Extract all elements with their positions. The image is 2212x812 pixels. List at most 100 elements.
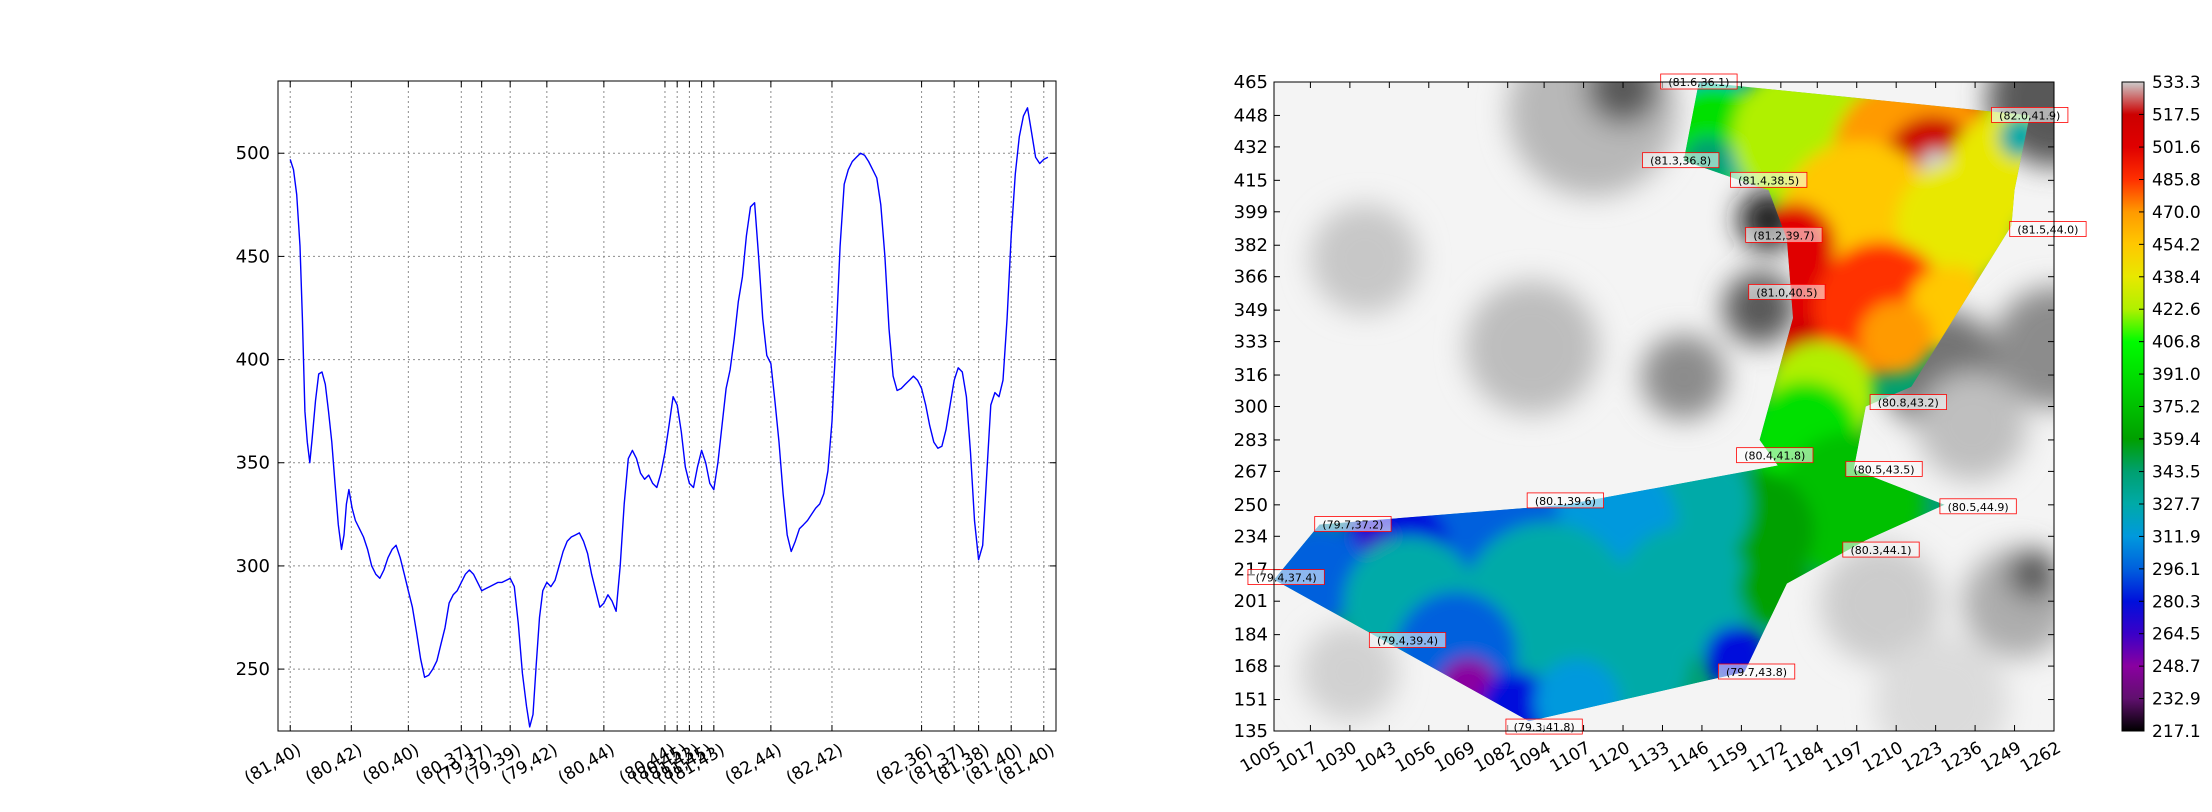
x-tick-label: 1223 [1899,738,1946,777]
point-label-text: (79.7,37.2) [1322,519,1383,532]
point-label-text: (81.5,44.0) [2017,224,2078,237]
color-blob [1859,301,1933,375]
y-tick-label: 201 [1234,591,1268,612]
point-label-text: (81.4,38.5) [1738,174,1799,187]
x-tick-label: 1094 [1507,738,1554,777]
x-tick-label: 1249 [1978,738,2025,777]
x-tick-label: 1069 [1431,738,1478,777]
colorbar-tick-label: 391.0 [2152,365,2201,385]
grey-blob [1820,542,1942,664]
point-label: (79.7,43.8) [1717,663,1796,680]
colorbar-tick-label: 485.8 [2152,170,2201,190]
colorbar-tick-label: 470.0 [2152,203,2201,223]
x-tick-label: 1017 [1273,738,1320,777]
grey-shading [1301,82,2054,731]
colorbar-tick-label: 264.5 [2152,625,2201,645]
y-tick-label: 168 [1234,656,1268,677]
x-tick-label: 1184 [1780,738,1827,777]
point-label: (81.3,36.8) [1642,152,1720,169]
colorbar-tick-label: 311.9 [2152,527,2201,547]
y-tick-label: 350 [236,453,270,474]
x-tick-label: 1043 [1352,738,1399,777]
colorbar-tick-label: 232.9 [2152,690,2201,710]
colorbar-tick-label: 248.7 [2152,657,2201,677]
y-tick-label: 366 [1234,267,1268,288]
point-label-text: (81.2,39.7) [1753,229,1814,242]
x-tick-label: 1159 [1704,738,1751,777]
x-tick-label: 1133 [1626,738,1673,777]
y-tick-label: 151 [1234,690,1268,711]
point-label-box [1368,632,1447,648]
point-label: (79.3,41.8) [1505,718,1583,735]
point-label: (80.1,39.6) [1526,492,1604,509]
y-tick-label: 250 [236,659,270,680]
point-label-box [1247,569,1325,585]
grey-blob [1465,280,1599,415]
color-blob [1999,115,2030,159]
x-tick-label: 1197 [1820,738,1867,777]
point-label-text: (80.5,44.9) [1948,501,2009,514]
y-tick-label: 184 [1234,625,1268,646]
point-label-box [1745,226,1823,243]
colorbar-tick-label: 359.4 [2152,430,2201,450]
x-tick-label: (81,40) [241,740,305,788]
point-label: (79.4,39.4) [1368,632,1447,648]
point-label-text: (80.1,39.6) [1535,495,1596,508]
x-tick-label: 1236 [1938,738,1985,777]
line-chart: 250 300 350 400 450 500 (81,40)(80,42)(80,40) (… [236,80,1058,788]
point-label-box [1736,447,1814,464]
y-tick-label: 250 [1234,495,1268,516]
x-tick-label: 1120 [1586,738,1633,777]
point-label: (82.0,41.9) [1991,107,2069,123]
color-blob [1480,670,1554,722]
point-label-box [1991,107,2069,123]
y-tick-label: 300 [236,556,270,577]
grey-blob [1917,371,2027,481]
x-tick-label: (80,40) [359,740,423,788]
point-label-box [2009,221,2087,237]
point-label-text: (80.4,41.8) [1744,450,1805,463]
point-label-box [1845,461,1923,477]
heatmap-chart: 1351511681842012172342502672833003163333… [1234,72,2087,777]
colorbar-tick-label: 422.6 [2152,300,2201,320]
y-tick-label: 415 [1234,170,1268,191]
grey-blob [1507,82,1678,197]
point-label: (80.5,43.5) [1845,461,1923,477]
y-tick-label: 465 [1234,72,1268,93]
point-label-box [1717,663,1796,680]
point-label-box [1939,498,2017,515]
color-blob [1896,162,2018,285]
y-tick-label: 500 [236,143,270,164]
y-tick-label: 349 [1234,300,1268,321]
point-label-box [1505,718,1583,735]
colorbar-tick-label: 517.5 [2152,105,2201,125]
colorbar-tick-label: 343.5 [2152,463,2201,483]
grey-blob [1993,286,2054,409]
plot-frame [1273,81,2055,732]
colorbar-tick-label: 501.6 [2152,138,2201,158]
grey-blob [1586,82,1660,125]
y-tick-label: 283 [1234,430,1268,451]
point-label-box [1842,541,1920,558]
colorbar-tick-label: 296.1 [2152,560,2201,580]
color-blob [1535,659,1620,722]
point-label: (79.4,37.4) [1247,569,1325,585]
point-label-box [1730,171,1808,188]
colorbar-tick-label: 438.4 [2152,268,2201,288]
x-tick-label: 1056 [1392,738,1439,777]
grey-blob [2008,549,2054,598]
x-tick-label: 1210 [1859,738,1906,777]
colorbar-tick-label: 217.1 [2152,722,2201,742]
y-tick-label: 448 [1234,105,1268,126]
y-tick-label: 432 [1234,137,1268,158]
point-label-text: (79.7,43.8) [1726,666,1787,679]
grey-blob [1641,334,1727,420]
colorbar-tick-label: 454.2 [2152,235,2201,255]
x-tick-label: 1262 [2017,738,2064,777]
point-label: (80.4,41.8) [1736,447,1814,464]
point-label: (81.4,38.5) [1730,171,1808,188]
y-tick-label: 399 [1234,202,1268,223]
colorbar: 217.1 232.9 248.7 264.5 280.3 296.1 311.9 327.7… [2121,73,2201,742]
point-label: (79.7,37.2) [1314,516,1392,532]
